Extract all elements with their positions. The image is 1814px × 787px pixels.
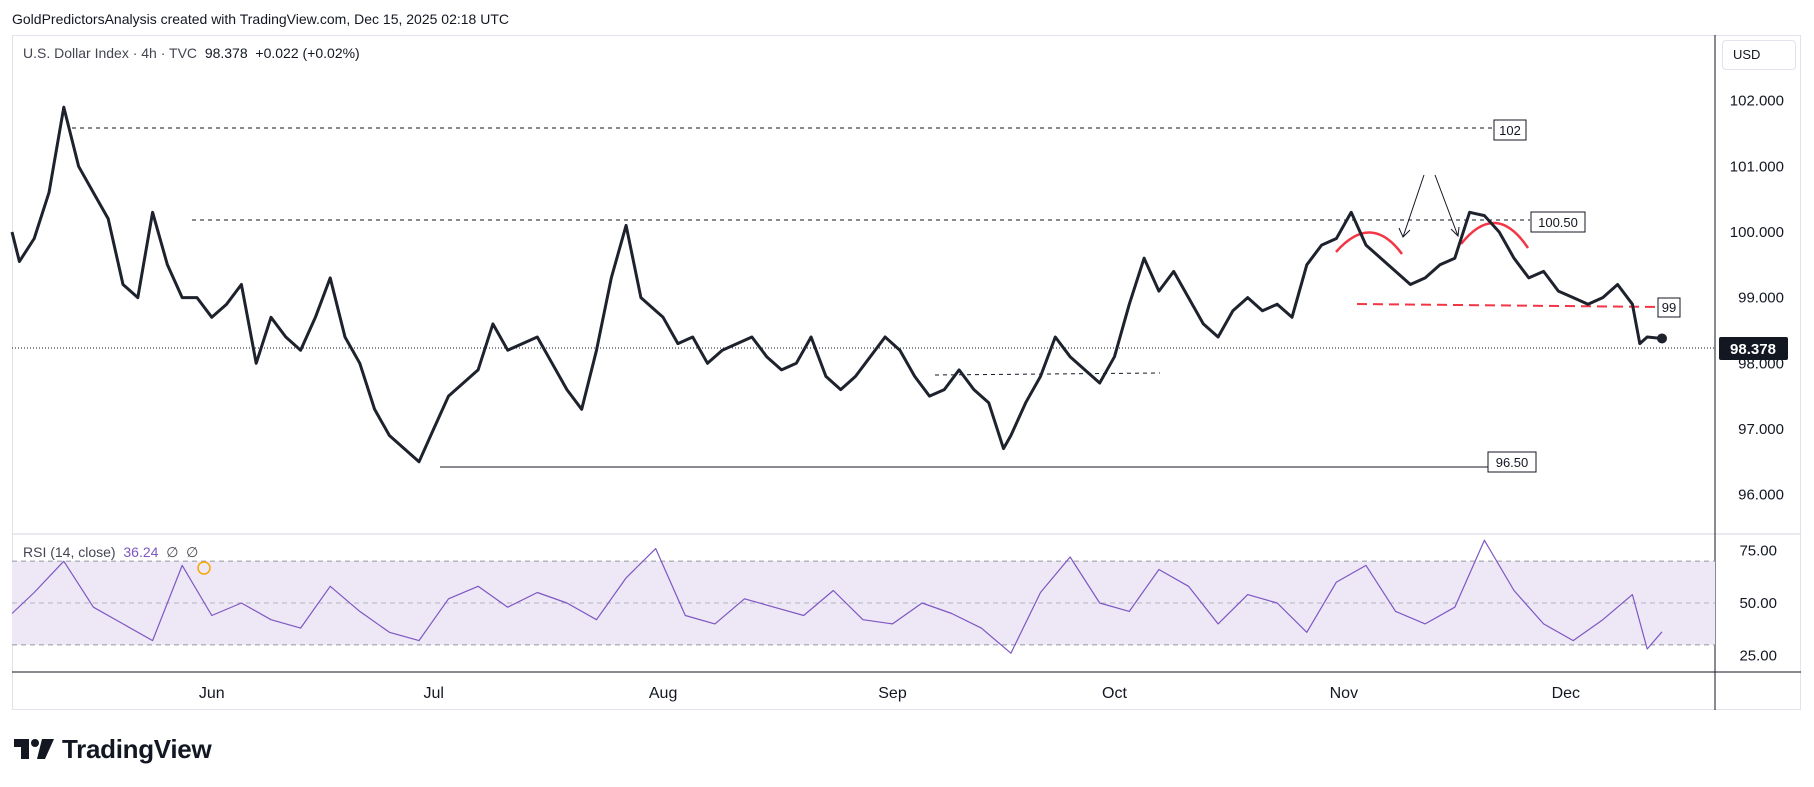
level-label-100-50-text: 100.50	[1538, 215, 1578, 230]
rsi-series[interactable]	[11, 539, 1663, 654]
level-label-96-50-text: 96.50	[1496, 455, 1529, 470]
rsi-line[interactable]	[11, 539, 1663, 654]
chart-credit: GoldPredictorsAnalysis created with Trad…	[12, 11, 509, 27]
second-top-arc[interactable]	[1460, 221, 1530, 249]
time-tick-label: Dec	[1552, 685, 1580, 702]
time-tick-label: Jul	[424, 685, 444, 702]
arrow-left-shaft	[1402, 174, 1425, 238]
arrow-right-head	[1450, 226, 1460, 238]
rsi-label: RSI (14, close)	[23, 544, 116, 560]
time-tick-label: Oct	[1102, 685, 1127, 702]
price-tick-label: 100.000	[1730, 224, 1784, 241]
price-tick-label: 102.000	[1730, 93, 1784, 110]
rsi-legend[interactable]: RSI (14, close) 36.24 ∅ ∅	[23, 544, 198, 561]
rsi-signal-circle	[197, 561, 211, 575]
level-label-96-50[interactable]: 96.50	[1487, 451, 1537, 473]
symbol-name: U.S. Dollar Index · 4h · TVC	[23, 45, 198, 61]
current-price-text: 98.378	[1730, 341, 1776, 358]
price-axis-labels[interactable]: 102.000101.000100.00099.00098.00097.0009…	[1730, 93, 1784, 504]
symbol-legend[interactable]: U.S. Dollar Index · 4h · TVC 98.378 +0.0…	[23, 45, 360, 61]
price-tick-label: 97.000	[1738, 421, 1784, 438]
arrow-right-shaft	[1434, 174, 1459, 237]
time-tick-label: Jun	[199, 685, 225, 702]
time-axis-labels[interactable]: Jun Jul Aug Sep Oct Nov Dec	[199, 685, 1580, 702]
last-price: 98.378	[204, 45, 248, 61]
first-top-arc[interactable]	[1335, 231, 1404, 255]
level-label-100-50[interactable]: 100.50	[1530, 211, 1586, 233]
arrow-left-head	[1398, 227, 1411, 238]
price-tick-label: 101.000	[1730, 158, 1784, 175]
price-series[interactable]	[10, 105, 1667, 464]
time-tick-label: Sep	[878, 685, 907, 702]
rsi-tick-label: 25.00	[1739, 647, 1777, 664]
price-line[interactable]	[10, 105, 1663, 464]
level-label-102[interactable]: 102	[1493, 119, 1527, 141]
tradingview-logo-text: TradingView	[62, 733, 212, 764]
rsi-tick-label: 75.00	[1739, 543, 1777, 560]
level-label-99-text: 99	[1662, 300, 1676, 315]
level-label-102-text: 102	[1499, 123, 1521, 138]
support-dashed-line[interactable]	[934, 372, 1161, 376]
rsi-axis-labels[interactable]: 75.00 50.00 25.00	[1739, 543, 1777, 665]
neckline-99-line[interactable]	[1356, 303, 1665, 308]
rsi-extra: ∅ ∅	[166, 544, 199, 560]
tradingview-logo[interactable]: TradingView	[14, 733, 212, 764]
time-tick-label: Aug	[649, 685, 677, 702]
price-tick-label: 96.000	[1738, 487, 1784, 504]
annotation-arrows[interactable]	[1398, 174, 1460, 238]
rsi-value: 36.24	[123, 544, 159, 560]
currency-button[interactable]: USD	[1722, 40, 1796, 70]
current-price-badge[interactable]: 98.378	[1719, 337, 1788, 360]
level-label-99[interactable]: 99	[1657, 297, 1681, 318]
rsi-tick-label: 50.00	[1739, 595, 1777, 612]
chart-frame	[12, 35, 1801, 710]
time-tick-label: Nov	[1330, 685, 1358, 702]
price-change: +0.022 (+0.02%)	[255, 45, 360, 61]
price-tick-label: 99.000	[1738, 290, 1784, 307]
tradingview-logo-icon	[14, 739, 54, 759]
last-price-point[interactable]	[1657, 333, 1667, 344]
